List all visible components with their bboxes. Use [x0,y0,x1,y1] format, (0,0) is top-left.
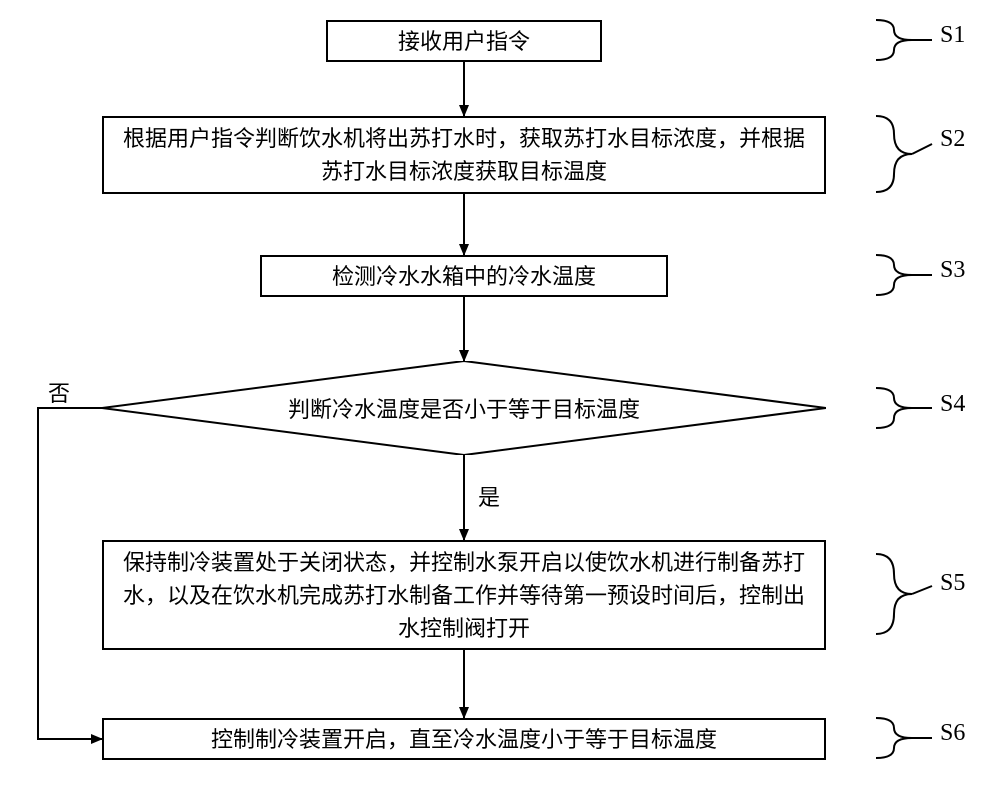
node-s1: 接收用户指令 [326,20,602,62]
step-label-s3: S3 [940,257,965,284]
node-s2-text: 根据用户指令判断饮水机将出苏打水时，获取苏打水目标浓度，并根据苏打水目标浓度获取… [118,122,810,188]
step-label-s4: S4 [940,391,965,418]
edge-label-yes: 是 [478,480,500,512]
node-s3-text: 检测冷水水箱中的冷水温度 [332,260,596,293]
brace-s5 [876,552,934,636]
node-s6-text: 控制制冷装置开启，直至冷水温度小于等于目标温度 [211,723,717,756]
step-label-s6: S6 [940,720,965,747]
node-s4-text: 判断冷水温度是否小于等于目标温度 [288,392,640,424]
node-s4: 判断冷水温度是否小于等于目标温度 [102,361,826,455]
node-s5: 保持制冷装置处于关闭状态，并控制水泵开启以使饮水机进行制备苏打水，以及在饮水机完… [102,540,826,650]
node-s3: 检测冷水水箱中的冷水温度 [260,255,668,297]
flowchart-canvas: 接收用户指令 根据用户指令判断饮水机将出苏打水时，获取苏打水目标浓度，并根据苏打… [0,0,1000,797]
brace-s6 [876,716,934,760]
step-label-s1: S1 [940,22,965,49]
step-label-s2: S2 [940,126,965,153]
brace-s1 [876,18,934,62]
brace-s4 [876,386,934,430]
node-s1-text: 接收用户指令 [398,25,530,58]
step-label-s5: S5 [940,570,965,597]
brace-s3 [876,253,934,297]
brace-s2 [876,114,934,194]
edge-label-no: 否 [48,376,70,408]
node-s5-text: 保持制冷装置处于关闭状态，并控制水泵开启以使饮水机进行制备苏打水，以及在饮水机完… [118,546,810,645]
node-s6: 控制制冷装置开启，直至冷水温度小于等于目标温度 [102,718,826,760]
node-s2: 根据用户指令判断饮水机将出苏打水时，获取苏打水目标浓度，并根据苏打水目标浓度获取… [102,116,826,194]
